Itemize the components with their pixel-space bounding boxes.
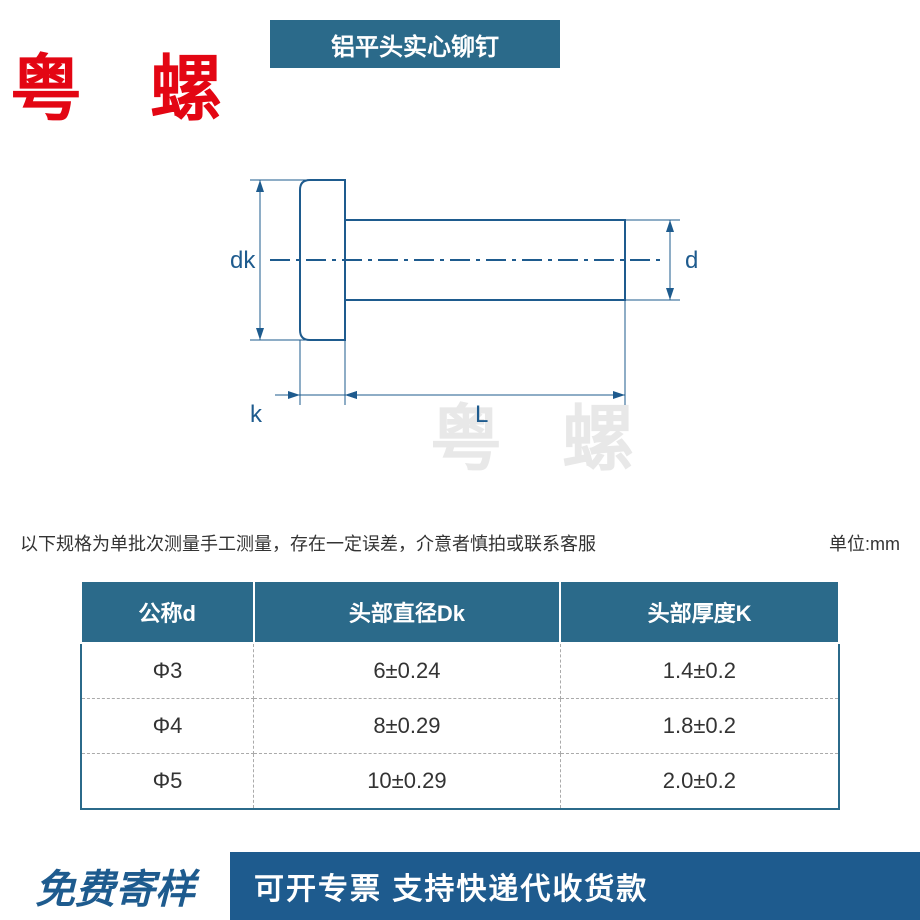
product-title: 铝平头实心铆钉 bbox=[331, 27, 499, 62]
label-d: d bbox=[685, 247, 698, 274]
col-k: 头部厚度K bbox=[560, 581, 839, 643]
footer-services: 可开专票 支持快递代收货款 bbox=[230, 852, 920, 920]
cell: 6±0.24 bbox=[254, 643, 561, 699]
col-d: 公称d bbox=[81, 581, 254, 643]
cell: 1.8±0.2 bbox=[560, 699, 839, 754]
cell: Φ4 bbox=[81, 699, 254, 754]
table-row: Φ4 8±0.29 1.8±0.2 bbox=[81, 699, 839, 754]
footer-banner: 免费寄样 可开专票 支持快递代收货款 bbox=[0, 852, 920, 920]
table-row: Φ5 10±0.29 2.0±0.2 bbox=[81, 754, 839, 810]
cell: 1.4±0.2 bbox=[560, 643, 839, 699]
label-k: k bbox=[250, 401, 263, 428]
note-row: 以下规格为单批次测量手工测量，存在一定误差，介意者慎拍或联系客服 单位:mm bbox=[20, 530, 900, 556]
product-title-banner: 铝平头实心铆钉 bbox=[270, 20, 560, 68]
cell: Φ3 bbox=[81, 643, 254, 699]
note-text: 以下规格为单批次测量手工测量，存在一定误差，介意者慎拍或联系客服 bbox=[20, 530, 596, 556]
label-L: L bbox=[475, 401, 488, 428]
cell: Φ5 bbox=[81, 754, 254, 810]
cell: 10±0.29 bbox=[254, 754, 561, 810]
rivet-diagram: dk d k L bbox=[180, 120, 740, 440]
spec-table: 公称d 头部直径Dk 头部厚度K Φ3 6±0.24 1.4±0.2 Φ4 8±… bbox=[80, 580, 840, 810]
cell: 2.0±0.2 bbox=[560, 754, 839, 810]
table-row: Φ3 6±0.24 1.4±0.2 bbox=[81, 643, 839, 699]
table-header-row: 公称d 头部直径Dk 头部厚度K bbox=[81, 581, 839, 643]
col-dk: 头部直径Dk bbox=[254, 581, 561, 643]
label-dk: dk bbox=[230, 247, 256, 274]
unit-text: 单位:mm bbox=[829, 530, 900, 556]
cell: 8±0.29 bbox=[254, 699, 561, 754]
footer-free-sample: 免费寄样 bbox=[0, 852, 230, 920]
